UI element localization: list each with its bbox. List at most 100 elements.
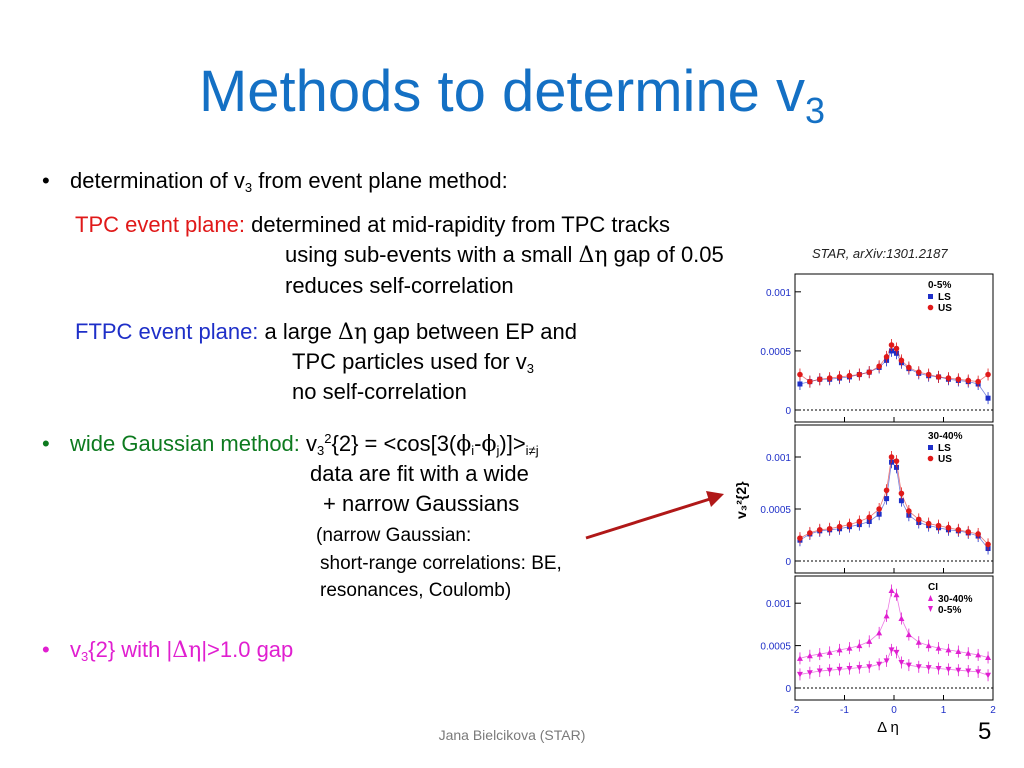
bullet-2-line-1: wide Gaussian method: v32{2} = <cos[3(ϕi…: [70, 431, 539, 458]
citation: STAR, arXiv:1301.2187: [812, 246, 948, 261]
data-point: [985, 672, 992, 679]
data-point: [856, 642, 863, 649]
x-axis-label: Δ η: [877, 719, 899, 736]
data-point: [883, 658, 890, 664]
data-point: [905, 631, 912, 638]
data-point: [925, 665, 932, 671]
data-point: [826, 667, 833, 674]
ftpc-line-1-pre: a large: [258, 319, 338, 344]
data-point: [807, 530, 813, 536]
formula-idx-i: i: [471, 443, 475, 458]
formula-ij: i≠j: [525, 443, 539, 458]
data-point: [888, 454, 895, 460]
data-point: [905, 662, 912, 669]
formula-phi-j: ϕ: [481, 432, 497, 457]
y-axis-label: v₃²{2}: [733, 481, 749, 519]
y-tick-label: 0.0005: [760, 347, 791, 358]
data-point: [985, 541, 991, 548]
data-point: [826, 375, 833, 381]
x-tick-label: 0: [891, 705, 897, 716]
bullet-1-sub: 3: [244, 180, 253, 195]
y-tick-label: 0.0005: [760, 642, 791, 653]
tpc-line-2-pre: using sub-events with a small: [285, 242, 579, 267]
bullet-1-post: from event plane method:: [252, 168, 508, 193]
data-point: [898, 498, 904, 504]
data-point: [925, 642, 932, 649]
y-tick-label: 0: [785, 406, 791, 417]
title-subscript: 3: [805, 90, 826, 131]
data-point: [935, 374, 942, 380]
slide-title: Methods to determine v3: [0, 58, 1024, 132]
ftpc-line-1: FTPC event plane: a large Δη gap between…: [75, 319, 577, 345]
y-tick-label: 0.001: [766, 288, 791, 299]
bullet-3-pre: v: [70, 637, 81, 662]
series-line-US: [799, 344, 989, 383]
data-point: [893, 345, 900, 352]
data-point: [925, 520, 932, 527]
data-point: [876, 661, 883, 668]
x-tick-label: -1: [840, 705, 849, 716]
data-point: [856, 665, 863, 671]
ftpc-delta-eta: Δη: [337, 320, 368, 345]
data-point: [836, 666, 843, 673]
data-point: [898, 660, 905, 666]
bullet-marker-2: •: [42, 431, 50, 456]
data-point: [898, 357, 905, 364]
formula-end: )]>: [499, 431, 526, 456]
formula-pre: v: [299, 431, 318, 456]
data-point: [906, 508, 912, 514]
data-point: [985, 654, 992, 660]
data-point: [796, 655, 803, 661]
data-point: [888, 587, 895, 593]
data-point: [836, 646, 843, 653]
tpc-line-1-text: determined at mid-rapidity from TPC trac…: [244, 212, 671, 237]
data-point: [846, 665, 853, 672]
legend-marker: [927, 304, 934, 311]
y-tick-label: 0.001: [766, 453, 791, 464]
data-point: [816, 651, 823, 657]
page-number: 5: [978, 718, 992, 745]
data-point: [846, 372, 853, 379]
legend-label: 30-40%: [938, 594, 973, 605]
bullet-marker-1: •: [42, 168, 50, 193]
data-point: [955, 376, 962, 383]
data-point: [866, 369, 873, 375]
data-point: [846, 645, 853, 651]
data-point: [836, 374, 843, 380]
ftpc-line-2-pre: TPC particles used for v: [292, 349, 527, 374]
data-point: [884, 496, 890, 502]
data-point: [826, 525, 833, 532]
ftpc-line-1-post: gap between EP and: [367, 319, 578, 344]
data-point: [945, 524, 952, 531]
legend-title: 0-5%: [928, 280, 951, 291]
legend-marker: [928, 445, 933, 450]
bullet-2-line-2: data are fit with a wide: [310, 461, 529, 486]
bullet-3-text: v3{2} with |Δη|>1.0 gap: [70, 637, 293, 664]
series-line-US: [799, 456, 989, 545]
tpc-line-2: using sub-events with a small Δη gap of …: [285, 242, 724, 268]
series-line-LS: [799, 461, 989, 549]
data-point: [816, 668, 823, 675]
data-point: [893, 649, 900, 656]
y-tick-label: 0: [785, 684, 791, 695]
data-point: [945, 646, 952, 653]
data-point: [876, 363, 882, 370]
legend-title: CI: [928, 582, 938, 593]
data-point: [796, 671, 803, 678]
legend-marker: [928, 606, 933, 612]
data-point: [975, 378, 981, 385]
data-point: [945, 375, 952, 381]
data-point: [866, 638, 873, 644]
tpc-delta-eta: Δη: [578, 243, 608, 268]
formula-mid: {2} = <cos[3(: [331, 431, 457, 456]
data-point: [866, 664, 873, 670]
data-point: [935, 522, 942, 529]
ftpc-line-3: no self-correlation: [292, 379, 467, 404]
data-point: [945, 666, 952, 673]
data-point: [965, 668, 972, 675]
narrow-note-1: (narrow Gaussian:: [316, 525, 472, 546]
data-point: [797, 381, 803, 387]
data-point: [915, 516, 922, 523]
data-point: [955, 527, 962, 533]
